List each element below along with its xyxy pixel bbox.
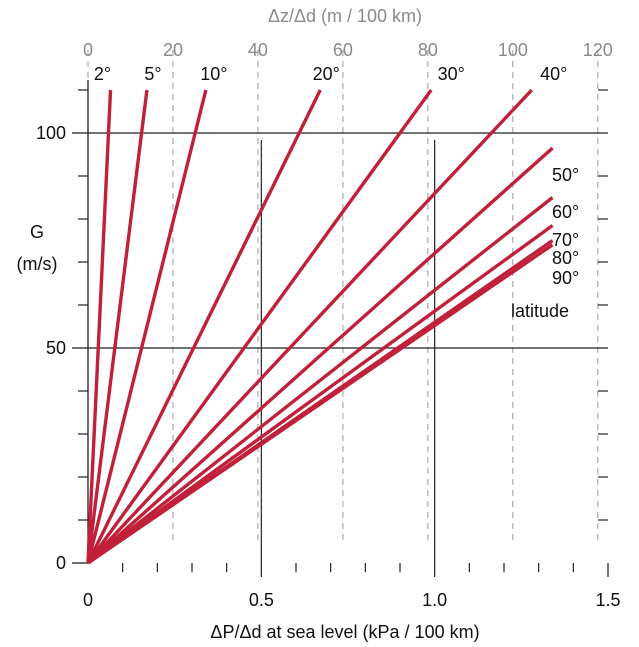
series-line-50deg [86, 146, 554, 565]
series-label-5deg: 5° [144, 64, 161, 84]
y-axis-title-line1: G [30, 222, 44, 242]
latitude-annotation: latitude [511, 301, 569, 321]
series-label-70deg: 70° [552, 230, 579, 250]
series-line-5deg [86, 89, 149, 564]
top-tick-label: 120 [583, 40, 613, 60]
series-label-10deg: 10° [200, 64, 227, 84]
top-tick-label: 80 [418, 40, 438, 60]
series-label-90deg: 90° [552, 268, 579, 288]
top-tick-label: 100 [498, 40, 528, 60]
top-tick-label: 40 [248, 40, 268, 60]
series-label-20deg: 20° [313, 64, 340, 84]
top-tick-label: 20 [163, 40, 183, 60]
y-tick-label: 0 [56, 553, 66, 573]
ticks-layer [72, 80, 609, 577]
labels-layer: 0 50 100 0 0.5 1.0 1.5 0 20 40 60 80 100 120 2° 5° 10° 20… [36, 40, 621, 610]
series-line-40deg [86, 88, 533, 565]
series-label-60deg: 60° [552, 202, 579, 222]
series-line-20deg [86, 89, 322, 564]
y-axis-title-line2: (m/s) [17, 254, 58, 274]
x-tick-label: 1.0 [422, 590, 447, 610]
series-line-90deg [87, 243, 554, 565]
series-line-2deg [86, 89, 113, 564]
series-label-80deg: 80° [552, 248, 579, 268]
series-label-50deg: 50° [552, 165, 579, 185]
y-tick-label: 100 [36, 123, 66, 143]
top-tick-label: 0 [83, 40, 93, 60]
series-label-40deg: 40° [540, 64, 567, 84]
top-axis-title: Δz/Δd (m / 100 km) [268, 6, 422, 26]
series-line-70deg [87, 224, 554, 565]
series-label-2deg: 2° [94, 64, 111, 84]
x-tick-label: 1.5 [595, 590, 620, 610]
x-axis-title: ΔP/Δd at sea level (kPa / 100 km) [210, 622, 479, 642]
y-tick-label: 50 [46, 338, 66, 358]
x-tick-label: 0 [83, 590, 93, 610]
x-tick-label: 0.5 [249, 590, 274, 610]
series-label-30deg: 30° [438, 64, 465, 84]
series-line-30deg [86, 89, 433, 564]
series-layer [86, 88, 554, 565]
series-line-10deg [86, 89, 208, 564]
top-tick-label: 60 [333, 40, 353, 60]
series-line-60deg [86, 196, 554, 565]
